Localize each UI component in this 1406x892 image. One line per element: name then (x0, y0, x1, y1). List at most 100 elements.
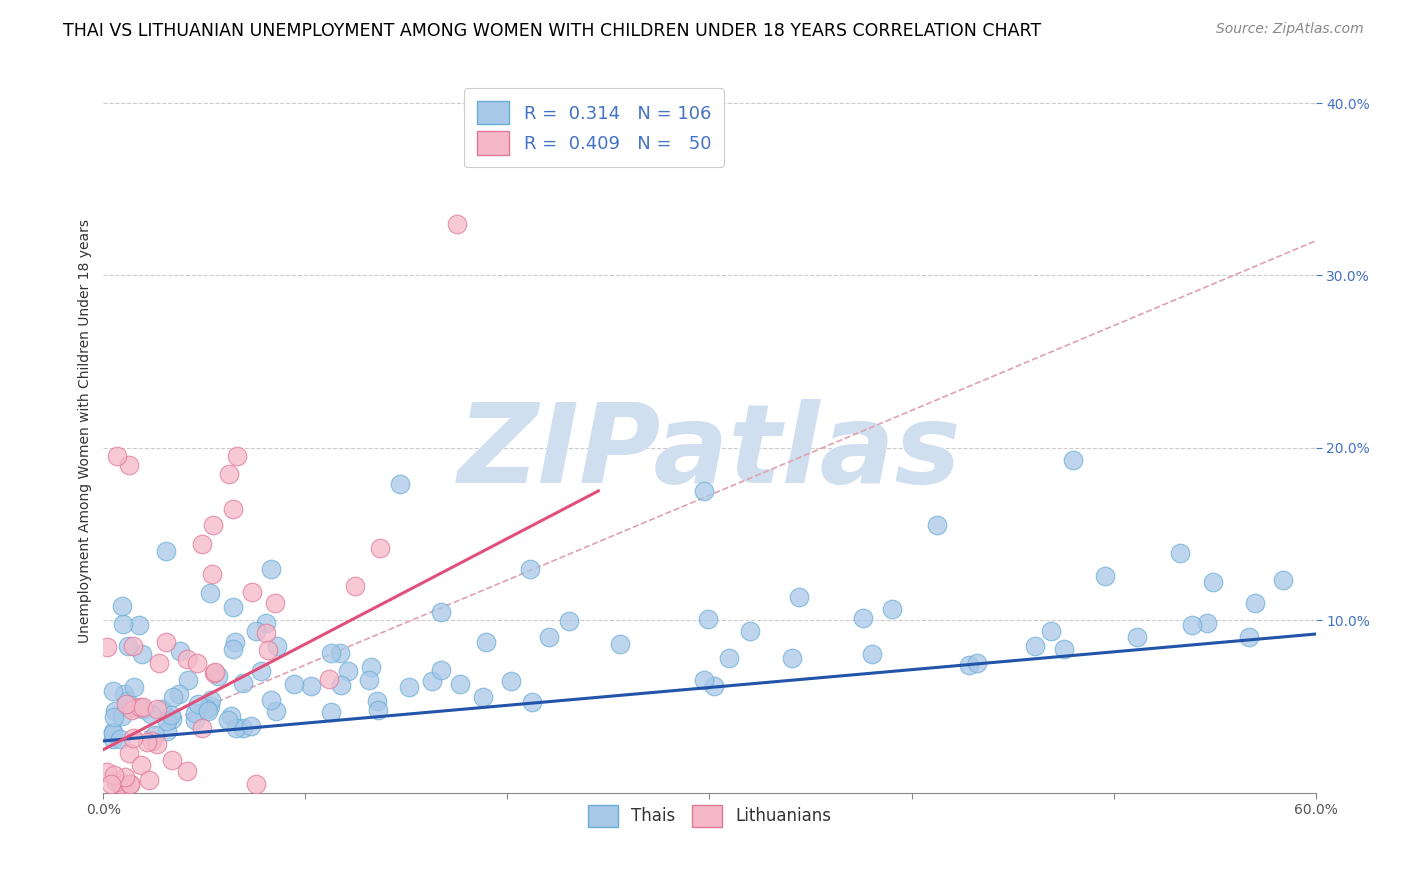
Point (344, 578, 367, 592)
Point (882, 602, 904, 616)
Point (360, 660, 382, 674)
Point (1053, 642, 1076, 657)
Point (264, 596, 287, 610)
Point (389, 476, 412, 491)
Point (201, 566, 224, 581)
Point (176, 764, 198, 778)
Point (1040, 624, 1063, 638)
Point (114, 777, 136, 791)
Point (104, 704, 127, 718)
Point (118, 777, 141, 791)
Point (256, 642, 278, 657)
Point (202, 666, 225, 681)
Point (122, 681, 145, 695)
Point (692, 673, 714, 687)
Point (96, 764, 118, 779)
Point (366, 693, 388, 707)
Point (260, 693, 283, 707)
Point (696, 612, 718, 626)
Point (117, 640, 139, 654)
Point (200, 693, 222, 707)
Point (105, 775, 128, 789)
Point (141, 706, 163, 721)
Point (299, 680, 322, 694)
Point (367, 703, 389, 717)
Point (138, 773, 160, 788)
Point (160, 707, 183, 722)
Point (242, 585, 264, 599)
Point (336, 665, 359, 679)
Point (1181, 618, 1204, 632)
Point (1197, 616, 1219, 631)
Point (156, 714, 179, 729)
Point (167, 687, 190, 701)
Point (925, 518, 948, 533)
Text: Source: ZipAtlas.com: Source: ZipAtlas.com (1216, 22, 1364, 37)
Point (1272, 573, 1295, 587)
Point (717, 651, 740, 665)
Point (499, 673, 522, 688)
Point (184, 714, 207, 728)
Point (100, 777, 122, 791)
Point (1170, 546, 1192, 560)
Point (135, 735, 157, 749)
Text: THAI VS LITHUANIAN UNEMPLOYMENT AMONG WOMEN WITH CHILDREN UNDER 18 YEARS CORRELA: THAI VS LITHUANIAN UNEMPLOYMENT AMONG WO… (63, 22, 1042, 40)
Point (103, 683, 125, 698)
Point (103, 725, 125, 739)
Point (475, 635, 498, 649)
Point (471, 690, 494, 704)
Point (557, 614, 579, 628)
Point (150, 702, 173, 716)
Point (398, 680, 420, 694)
Point (738, 624, 761, 639)
Point (283, 677, 305, 691)
Legend: Thais, Lithuanians: Thais, Lithuanians (579, 797, 839, 835)
Point (131, 647, 153, 661)
Point (222, 641, 245, 656)
Point (200, 586, 222, 600)
Point (260, 561, 283, 575)
Point (218, 467, 240, 481)
Point (217, 714, 239, 728)
Point (232, 721, 254, 735)
Point (115, 697, 138, 711)
Point (420, 673, 443, 688)
Point (105, 450, 128, 464)
Point (112, 616, 135, 631)
Point (609, 637, 631, 651)
Point (200, 699, 222, 714)
Point (1239, 630, 1261, 644)
Point (191, 721, 214, 735)
Point (219, 709, 242, 723)
Point (176, 652, 198, 666)
Point (118, 458, 141, 472)
Point (787, 590, 810, 604)
Point (118, 746, 141, 760)
Point (860, 647, 883, 661)
Point (169, 644, 191, 658)
Point (537, 631, 560, 645)
Point (222, 600, 245, 615)
Point (852, 611, 875, 625)
Point (129, 699, 152, 714)
Point (520, 695, 543, 709)
Point (191, 537, 214, 551)
Point (111, 599, 134, 613)
Point (114, 770, 136, 784)
Text: ZIPatlas: ZIPatlas (457, 399, 962, 506)
Point (121, 703, 143, 717)
Point (225, 721, 247, 735)
Point (124, 701, 146, 715)
Point (254, 616, 277, 631)
Y-axis label: Unemployment Among Women with Children Under 18 years: Unemployment Among Women with Children U… (79, 219, 93, 642)
Point (319, 646, 342, 660)
Point (266, 640, 288, 654)
Point (96, 640, 118, 655)
Point (250, 664, 273, 678)
Point (519, 562, 541, 576)
Point (1202, 574, 1225, 589)
Point (318, 672, 340, 686)
Point (197, 704, 219, 718)
Point (1024, 639, 1046, 653)
Point (449, 676, 471, 690)
